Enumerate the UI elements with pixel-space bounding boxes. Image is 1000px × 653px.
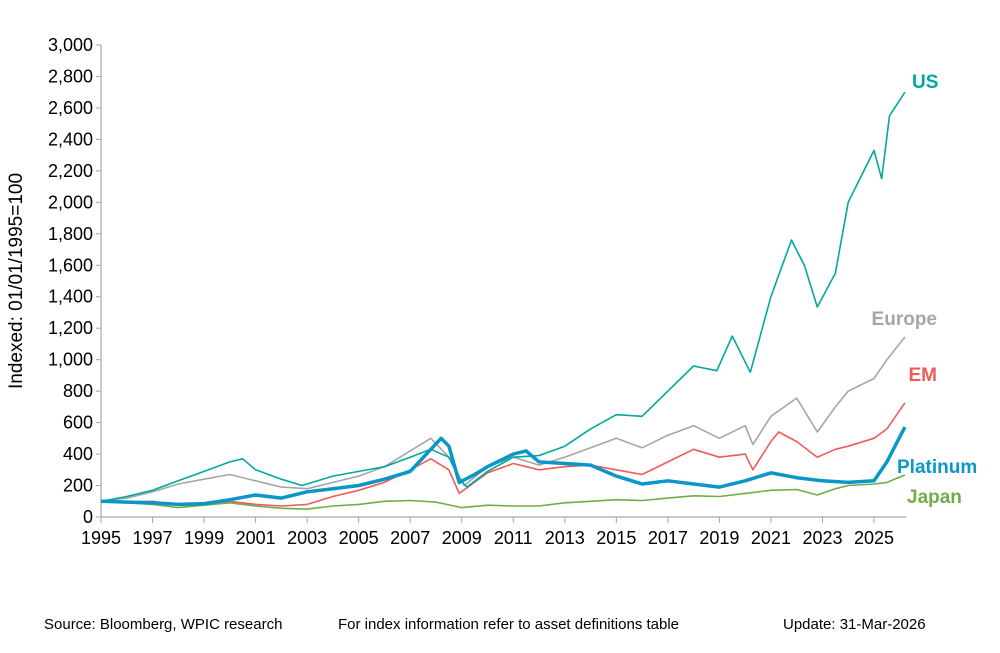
y-tick-label: 2,600: [48, 98, 93, 118]
y-tick-label: 2,400: [48, 129, 93, 149]
x-tick-label: 2023: [802, 528, 842, 548]
x-tick-label: 2021: [751, 528, 791, 548]
y-tick-label: 200: [63, 476, 93, 496]
series-line-europe: [100, 336, 906, 503]
index-info-note: For index information refer to asset def…: [338, 616, 680, 633]
x-tick-label: 2011: [494, 528, 533, 548]
x-tick-label: 2005: [339, 528, 379, 548]
y-tick-label: 1,000: [48, 350, 93, 370]
series-line-em: [100, 402, 906, 507]
x-tick-label: 2001: [236, 528, 276, 548]
series-line-japan: [100, 474, 906, 510]
y-tick-label: 1,200: [48, 318, 93, 338]
series-label-platinum: Platinum: [897, 457, 977, 478]
x-tick-label: 2013: [545, 528, 585, 548]
y-tick-label: 600: [63, 413, 93, 433]
y-tick-label: 0: [83, 507, 93, 527]
y-tick-label: 1,400: [48, 287, 93, 307]
series-label-europe: Europe: [872, 309, 937, 330]
update-date: Update: 31-Mar-2026: [783, 616, 926, 633]
x-tick-label: 2003: [287, 528, 327, 548]
x-tick-label: 2025: [854, 528, 894, 548]
y-tick-label: 400: [63, 444, 93, 464]
axes: 0 200 400 600 800 1,000 1,200 1,400 1,600 1,800 2,…: [48, 35, 907, 548]
x-tick-label: 2009: [442, 528, 482, 548]
series-line-us: [100, 91, 906, 503]
series-lines: [100, 91, 907, 510]
y-tick-label: 1,800: [48, 224, 93, 244]
y-tick-label: 800: [63, 381, 93, 401]
y-tick-label: 2,200: [48, 161, 93, 181]
x-tick-label: 1995: [81, 528, 121, 548]
y-tick-label: 1,600: [48, 255, 93, 275]
y-axis-label: Indexed: 01/01/1995=100: [6, 173, 27, 389]
series-line-platinum: [100, 426, 907, 507]
series-label-japan: Japan: [907, 487, 962, 508]
x-tick-label: 2015: [596, 528, 636, 548]
x-tick-label: 2017: [648, 528, 688, 548]
series-labels: US Europe EM Platinum Japan: [872, 72, 978, 508]
x-tick-label: 1997: [133, 528, 173, 548]
y-tick-label: 2,800: [48, 66, 93, 86]
series-label-us: US: [912, 72, 938, 93]
x-tick-label: 1999: [184, 528, 224, 548]
x-tick-label: 2007: [390, 528, 430, 548]
series-label-em: EM: [909, 365, 938, 386]
y-tick-label: 2,000: [48, 192, 93, 212]
x-tick-label: 2019: [699, 528, 739, 548]
source-note: Source: Bloomberg, WPIC research: [44, 616, 283, 633]
y-tick-label: 3,000: [48, 35, 93, 55]
